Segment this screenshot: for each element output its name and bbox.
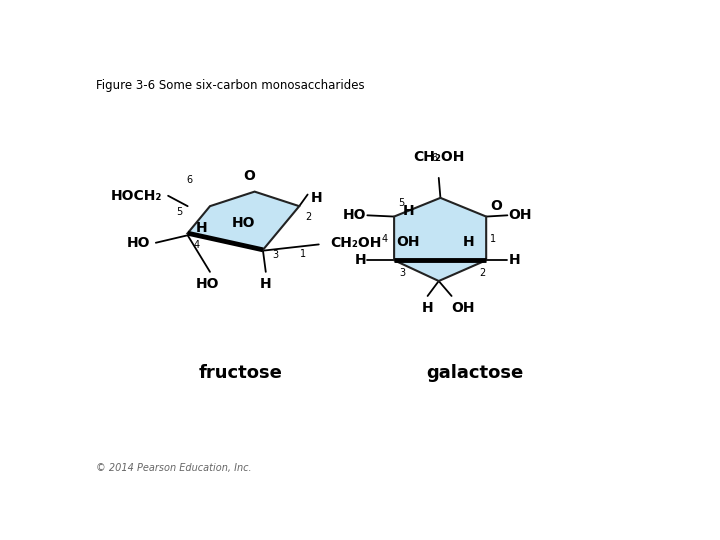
Text: H: H — [462, 234, 474, 248]
Text: H: H — [422, 301, 433, 315]
Text: CH₂OH: CH₂OH — [330, 236, 382, 250]
Text: H: H — [508, 253, 520, 267]
Text: OH: OH — [396, 234, 420, 248]
Text: 3: 3 — [272, 250, 278, 260]
Text: HO: HO — [343, 208, 366, 222]
Text: 2: 2 — [480, 268, 486, 278]
Text: O: O — [490, 199, 503, 213]
Text: HO: HO — [195, 277, 219, 291]
Text: CH₂OH: CH₂OH — [413, 150, 464, 164]
Text: H: H — [354, 253, 366, 267]
Text: OH: OH — [508, 208, 532, 222]
Text: HO: HO — [127, 236, 150, 250]
Text: H: H — [402, 204, 415, 218]
Text: H: H — [310, 191, 322, 205]
Text: 6: 6 — [431, 152, 437, 163]
Text: 4: 4 — [382, 234, 388, 244]
Text: Figure 3-6 Some six-carbon monosaccharides: Figure 3-6 Some six-carbon monosaccharid… — [96, 79, 364, 92]
Text: H: H — [196, 221, 207, 235]
Text: 1: 1 — [490, 234, 496, 244]
Text: galactose: galactose — [426, 364, 523, 382]
Text: 4: 4 — [193, 240, 199, 250]
Text: fructose: fructose — [199, 364, 282, 382]
Text: HO: HO — [232, 216, 255, 230]
Text: © 2014 Pearson Education, Inc.: © 2014 Pearson Education, Inc. — [96, 463, 251, 473]
Text: 1: 1 — [300, 248, 306, 259]
Polygon shape — [394, 198, 486, 281]
Text: OH: OH — [451, 301, 474, 315]
Text: 5: 5 — [176, 207, 182, 218]
Text: O: O — [243, 170, 256, 183]
Polygon shape — [188, 192, 300, 250]
Text: 2: 2 — [305, 212, 311, 221]
Text: 5: 5 — [399, 198, 405, 208]
Text: H: H — [260, 277, 271, 291]
Text: HOCH₂: HOCH₂ — [111, 189, 163, 203]
Text: 6: 6 — [186, 176, 192, 185]
Text: 3: 3 — [399, 268, 405, 278]
